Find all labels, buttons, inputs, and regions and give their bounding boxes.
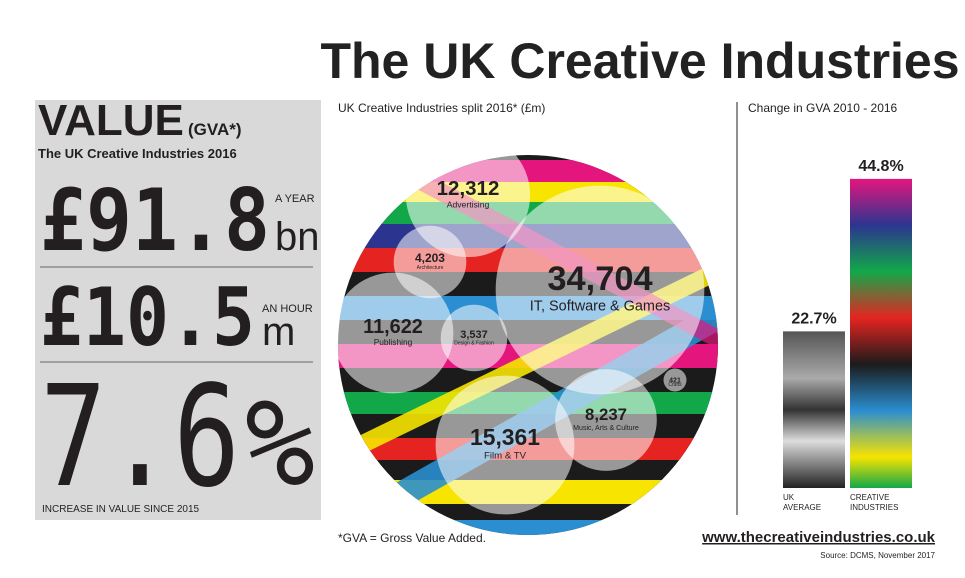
bubble-value: 3,537 bbox=[460, 329, 488, 341]
bubble bbox=[435, 375, 575, 515]
bar-value: 44.8% bbox=[858, 158, 903, 175]
increase: 7.6 bbox=[40, 356, 240, 519]
bubble-label: IT, Software & Games bbox=[530, 299, 670, 315]
url[interactable]: www.thecreativeindustries.co.uk bbox=[701, 529, 936, 546]
bubble-label: Music, Arts & Culture bbox=[573, 425, 639, 432]
increase-label: INCREASE IN VALUE SINCE 2015 bbox=[42, 504, 200, 515]
bubble-value: 4,203 bbox=[415, 251, 445, 265]
bar-label: CREATIVE INDUSTRIES bbox=[850, 493, 898, 512]
heading: VALUE bbox=[38, 96, 184, 145]
bubble-label: Film & TV bbox=[484, 451, 527, 462]
bubble bbox=[555, 369, 657, 471]
bubble-label: Architecture bbox=[417, 265, 444, 271]
bubble-label: Design & Fashion bbox=[454, 341, 494, 347]
year-unit: bn bbox=[275, 215, 320, 259]
hour-amount: £10.5 bbox=[40, 271, 255, 364]
bubble-label: Crafts bbox=[668, 382, 682, 388]
bubble-value: 8,237 bbox=[585, 405, 627, 424]
footnote: *GVA = Gross Value Added. bbox=[338, 531, 486, 545]
bubble-label: Advertising bbox=[447, 199, 490, 209]
bubble bbox=[405, 132, 531, 258]
bubble bbox=[332, 272, 454, 394]
change-title: Change in GVA 2010 - 2016 bbox=[748, 101, 898, 115]
bubble-value: 12,312 bbox=[437, 177, 500, 200]
bubble-value: 34,704 bbox=[547, 260, 652, 298]
year-amount: £91.8 bbox=[40, 171, 270, 271]
subheading: The UK Creative Industries 2016 bbox=[38, 146, 237, 161]
bar-value: 22.7% bbox=[791, 310, 836, 327]
split-title: UK Creative Industries split 2016* (£m) bbox=[338, 101, 545, 115]
hour-label: AN HOUR bbox=[262, 303, 313, 315]
bar bbox=[783, 331, 845, 488]
hour-unit: m bbox=[262, 310, 295, 354]
heading-note: (GVA*) bbox=[188, 120, 242, 139]
bubble bbox=[440, 304, 508, 372]
bubble bbox=[495, 185, 705, 395]
title: The UK Creative Industries bbox=[320, 33, 959, 89]
bubble bbox=[663, 368, 687, 392]
bar bbox=[850, 178, 912, 488]
increase-unit: % bbox=[245, 375, 315, 514]
year-label: A YEAR bbox=[275, 193, 315, 205]
source: Source: DCMS, November 2017 bbox=[820, 551, 935, 560]
bubble-value: 11,622 bbox=[363, 316, 423, 338]
bar-label: UK AVERAGE bbox=[783, 493, 821, 512]
bubble-value: 15,361 bbox=[470, 424, 540, 450]
bubble-value: 421 bbox=[669, 377, 681, 384]
bubble-label: Publishing bbox=[374, 337, 413, 347]
value-panel bbox=[35, 100, 321, 520]
